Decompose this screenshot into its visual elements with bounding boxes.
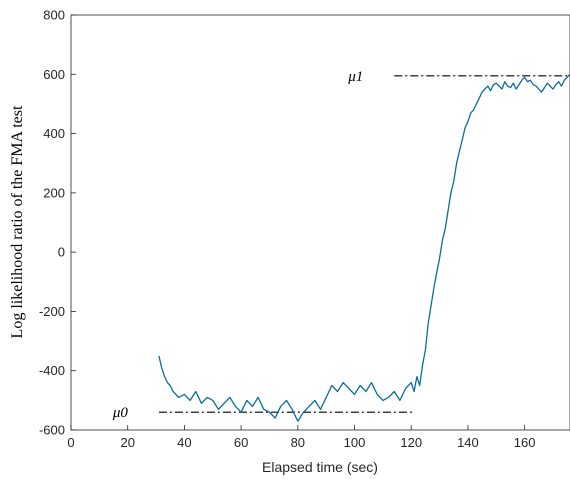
x-tick-label: 140 [457, 435, 479, 450]
x-axis: 0 20 40 60 80 100 120 140 160 [67, 425, 535, 450]
y-tick-label: -400 [39, 363, 65, 378]
reference-label: μ0 [112, 405, 129, 421]
y-tick-label: 200 [43, 185, 65, 200]
x-tick-label: 120 [400, 435, 422, 450]
axes-box [70, 14, 570, 431]
x-tick-label: 40 [177, 435, 191, 450]
x-tick-label: 60 [234, 435, 248, 450]
y-tick-label: 800 [43, 8, 65, 23]
plot-background [71, 15, 570, 430]
x-tick-label: 20 [120, 435, 134, 450]
x-tick-label: 0 [67, 435, 74, 450]
y-tick-label: 400 [43, 126, 65, 141]
x-tick-label: 80 [291, 435, 305, 450]
y-axis: -600 -400 -200 0 200 400 600 800 [39, 8, 76, 438]
plot-area [70, 14, 570, 431]
x-axis-title: Elapsed time (sec) [262, 459, 378, 475]
series-line [158, 73, 570, 422]
y-tick-label: 0 [58, 245, 65, 260]
y-tick-label: -200 [39, 304, 65, 319]
y-tick-label: 600 [43, 67, 65, 82]
x-tick-label: 160 [514, 435, 536, 450]
x-tick-label: 100 [344, 435, 366, 450]
y-tick-label: -600 [39, 423, 65, 438]
y-axis-title: Log likelihood ratio of the FMA test [9, 105, 26, 338]
annotations: μ1 μ0 [112, 69, 363, 421]
reference-lines [158, 75, 570, 413]
reference-label: μ1 [347, 69, 363, 85]
